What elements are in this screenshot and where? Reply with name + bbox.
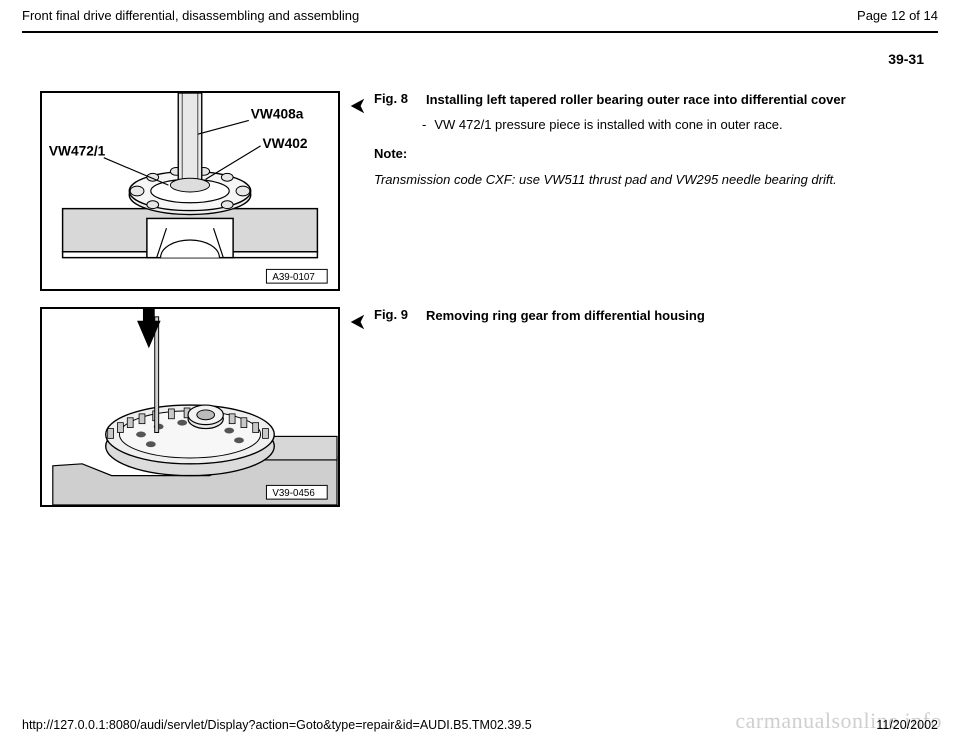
page-counter: Page 12 of 14 (857, 8, 938, 23)
figure-8-title: Installing left tapered roller bearing o… (426, 91, 846, 109)
figure-heading: Fig. 9 Removing ring gear from different… (374, 307, 912, 325)
section-number: 39-31 (0, 33, 960, 91)
footer-url: http://127.0.0.1:8080/audi/servlet/Displ… (22, 718, 532, 732)
figure-heading: Fig. 8 Installing left tapered roller be… (374, 91, 912, 109)
pointer-icon (340, 307, 374, 331)
figure-8-label: Fig. 8 (374, 91, 408, 106)
callout-vw402: VW402 (263, 136, 308, 151)
figure-8-bullet: - VW 472/1 pressure piece is installed w… (374, 117, 912, 132)
page-header: Front final drive differential, disassem… (0, 0, 960, 27)
page-root: Front final drive differential, disassem… (0, 0, 960, 742)
content-area: VW472/1 VW408a VW402 A39-0107 Fig. 8 Ins… (0, 91, 960, 507)
figure-9-title: Removing ring gear from differential hou… (426, 307, 705, 325)
figure-9-plate: V39-0456 (272, 488, 315, 499)
callout-vw472: VW472/1 (49, 144, 106, 159)
figure-8-bullet-text: VW 472/1 pressure piece is installed wit… (434, 117, 782, 132)
figure-9-image: V39-0456 (40, 307, 340, 507)
figure-row: V39-0456 Fig. 9 Removing ring gear from … (40, 307, 932, 507)
figure-9-label: Fig. 9 (374, 307, 408, 322)
pointer-icon (340, 91, 374, 115)
note-label: Note: (374, 146, 912, 161)
figure-8-plate: A39-0107 (272, 272, 315, 283)
footer-date: 11/20/2002 (876, 718, 938, 732)
figure-9-text: Fig. 9 Removing ring gear from different… (374, 307, 932, 333)
note-text: Transmission code CXF: use VW511 thrust … (374, 171, 912, 189)
figure-8-image: VW472/1 VW408a VW402 A39-0107 (40, 91, 340, 291)
page-footer: http://127.0.0.1:8080/audi/servlet/Displ… (0, 718, 960, 732)
bullet-dash-icon: - (422, 117, 426, 132)
figure-row: VW472/1 VW408a VW402 A39-0107 Fig. 8 Ins… (40, 91, 932, 291)
figure-8-text: Fig. 8 Installing left tapered roller be… (374, 91, 932, 188)
doc-title: Front final drive differential, disassem… (22, 8, 359, 23)
callout-vw408a: VW408a (251, 106, 304, 121)
